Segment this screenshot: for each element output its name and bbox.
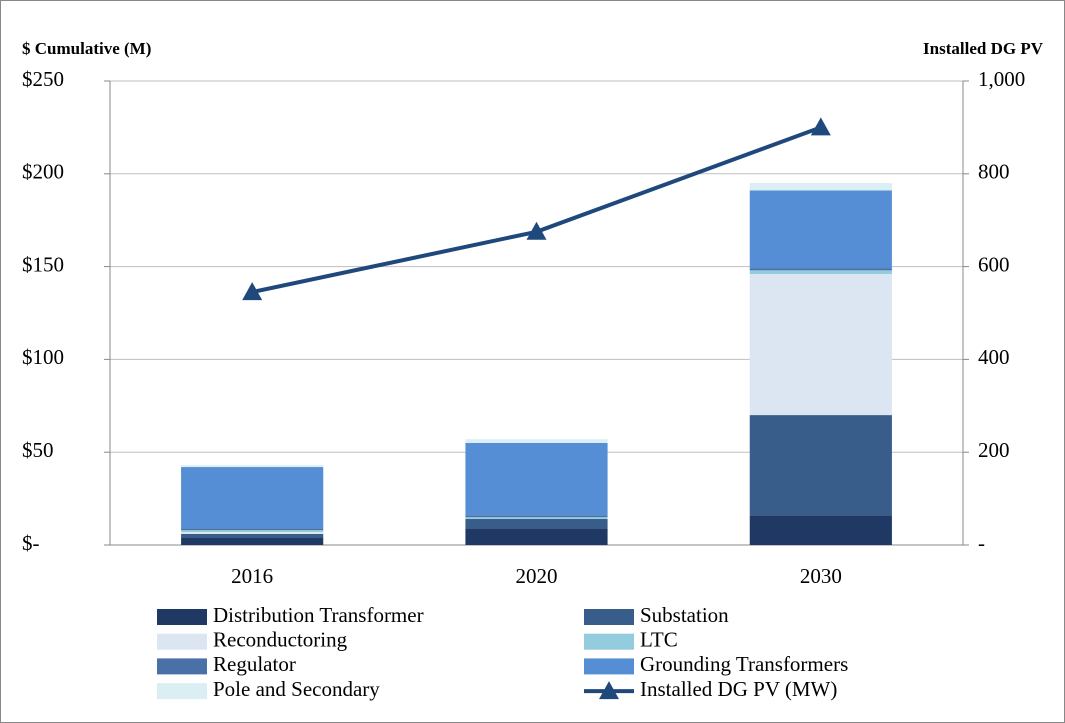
y2-tick-label: -	[978, 531, 985, 555]
x-tick-label: 2030	[800, 564, 842, 588]
legend-swatch	[157, 609, 207, 625]
bar-segment	[465, 515, 608, 518]
y-tick-label: $250	[22, 67, 64, 91]
bar-segment	[181, 467, 324, 529]
y2-tick-label: 400	[978, 345, 1010, 369]
legend-label: Installed DG PV (MW)	[640, 677, 837, 701]
x-tick-label: 2016	[231, 564, 273, 588]
legend-label: Substation	[640, 603, 729, 627]
bar-segment	[749, 268, 892, 271]
y-tick-label: $100	[22, 345, 64, 369]
y-tick-label: $50	[22, 438, 54, 462]
bar-segment	[465, 442, 608, 516]
y-axis-title: $ Cumulative (M)	[22, 39, 151, 58]
bar-segment	[749, 270, 892, 275]
legend-label: Pole and Secondary	[213, 677, 380, 701]
bar-segment	[181, 533, 324, 538]
y2-tick-label: 800	[978, 160, 1010, 184]
bar-segment	[749, 274, 892, 416]
bar-segment	[749, 515, 892, 545]
legend-label: Reconductoring	[213, 628, 348, 652]
line-marker	[242, 282, 263, 301]
y-tick-label: $150	[22, 252, 64, 276]
legend-swatch	[157, 658, 207, 675]
bar-segment	[749, 415, 892, 516]
y2-tick-label: 600	[978, 252, 1010, 276]
legend-label: Distribution Transformer	[213, 603, 424, 627]
bar-segment	[749, 190, 892, 269]
legend-label: Grounding Transformers	[640, 652, 848, 676]
bar-segment	[181, 528, 324, 531]
legend-label: LTC	[640, 628, 678, 652]
bar-segment	[465, 528, 608, 545]
bar-segment	[465, 517, 608, 520]
y2-axis-title: Installed DG PV	[923, 39, 1044, 58]
legend-swatch	[157, 633, 207, 650]
y2-tick-label: 1,000	[978, 67, 1025, 91]
legend-swatch	[584, 609, 634, 625]
bar-segment	[749, 183, 892, 191]
line-marker	[810, 117, 831, 136]
legend-swatch	[584, 658, 634, 675]
bar-segment	[465, 439, 608, 443]
bar-segment	[465, 519, 608, 529]
y-tick-label: $200	[22, 160, 64, 184]
y-tick-label: $-	[22, 531, 40, 555]
bar-segment	[181, 537, 324, 545]
legend-swatch	[157, 683, 207, 700]
legend-label: Regulator	[213, 652, 296, 676]
bar-segment	[181, 532, 324, 534]
legend-swatch	[584, 633, 634, 650]
bar-segment	[181, 465, 324, 468]
x-tick-label: 2020	[516, 564, 558, 588]
y2-tick-label: 200	[978, 438, 1010, 462]
line-marker	[526, 221, 547, 240]
legend-marker	[599, 681, 619, 700]
bar-segment	[181, 530, 324, 533]
